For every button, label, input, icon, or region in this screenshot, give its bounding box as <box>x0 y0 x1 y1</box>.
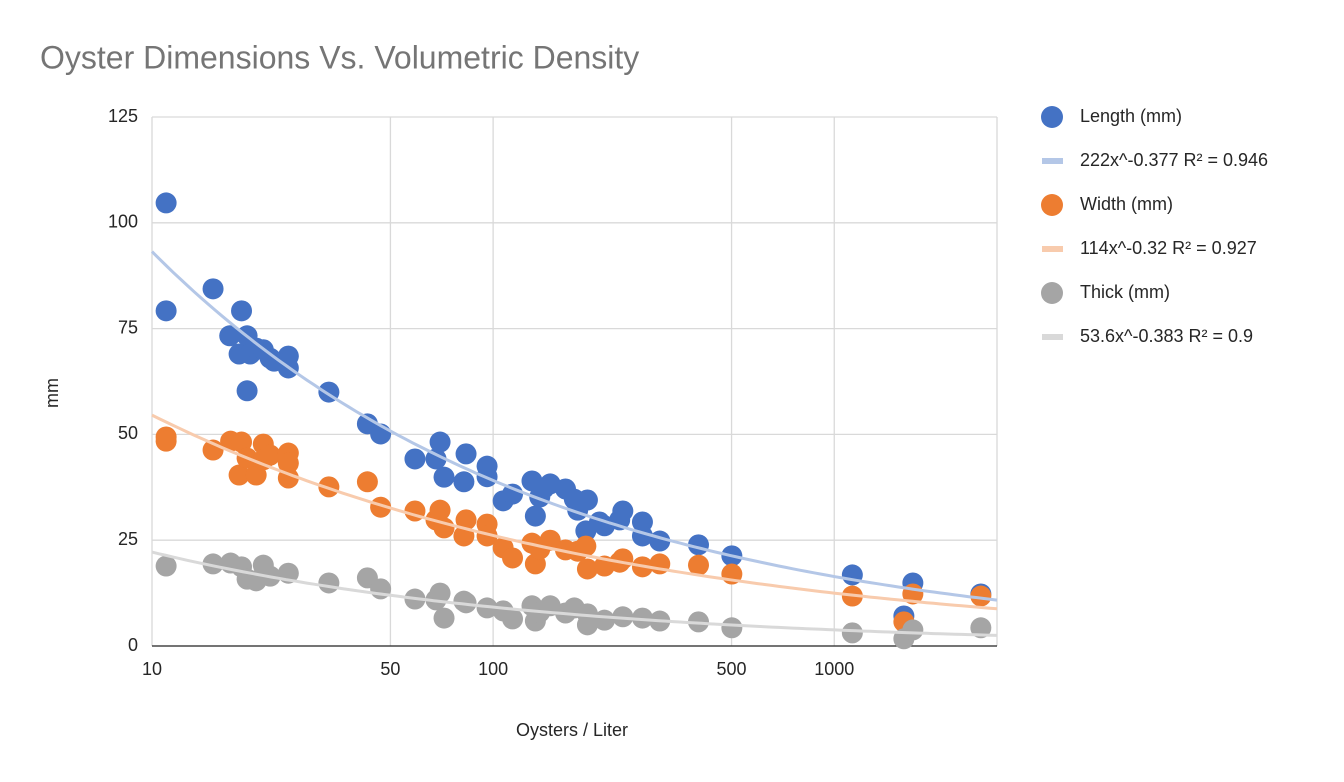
data-point <box>433 466 455 488</box>
legend-label: Width (mm) <box>1080 194 1173 214</box>
data-point <box>155 192 177 214</box>
data-point <box>970 617 992 639</box>
data-point <box>259 444 281 466</box>
data-point <box>612 548 634 570</box>
legend-marker <box>1041 282 1063 304</box>
y-tick-label: 50 <box>118 423 138 443</box>
legend-label: Thick (mm) <box>1080 282 1170 302</box>
data-point <box>593 609 615 631</box>
x-tick-label: 10 <box>142 659 162 679</box>
y-tick-label: 0 <box>128 635 138 655</box>
legend-label: Length (mm) <box>1080 106 1182 126</box>
data-point <box>356 471 378 493</box>
data-point <box>277 452 299 474</box>
data-point <box>612 500 634 522</box>
x-tick-label: 500 <box>717 659 747 679</box>
data-point <box>228 464 250 486</box>
legend-label: 222x^-0.377 R² = 0.946 <box>1080 150 1268 170</box>
data-point <box>263 350 285 372</box>
data-point <box>575 535 597 557</box>
data-point <box>155 430 177 452</box>
chart-title: Oyster Dimensions Vs. Volumetric Density <box>40 39 639 75</box>
legend-marker <box>1041 106 1063 128</box>
data-point <box>721 617 743 639</box>
data-point <box>429 582 451 604</box>
legend-label: 53.6x^-0.383 R² = 0.9 <box>1080 326 1253 346</box>
trendline <box>150 250 998 602</box>
y-tick-label: 100 <box>108 212 138 232</box>
data-point <box>231 431 253 453</box>
data-point <box>524 505 546 527</box>
data-point <box>576 614 598 636</box>
data-point <box>219 325 241 347</box>
data-point <box>236 380 258 402</box>
data-point <box>841 622 863 644</box>
x-tick-label: 100 <box>478 659 508 679</box>
data-point <box>687 554 709 576</box>
data-point <box>318 572 340 594</box>
legend-marker <box>1041 194 1063 216</box>
data-point <box>155 555 177 577</box>
data-point <box>476 525 498 547</box>
data-point <box>576 489 598 511</box>
x-tick-label: 50 <box>380 659 400 679</box>
data-point <box>455 443 477 465</box>
legend-label: 114x^-0.32 R² = 0.927 <box>1080 238 1257 258</box>
data-point <box>502 547 524 569</box>
x-axis-label: Oysters / Liter <box>516 720 628 740</box>
data-point <box>404 448 426 470</box>
data-point <box>455 509 477 531</box>
data-point <box>576 558 598 580</box>
y-tick-label: 125 <box>108 106 138 126</box>
data-point <box>231 300 253 322</box>
data-point <box>502 483 524 505</box>
data-point <box>902 619 924 641</box>
y-axis-label: mm <box>42 378 62 408</box>
data-point <box>202 278 224 300</box>
data-point <box>433 607 455 629</box>
data-point <box>202 553 224 575</box>
data-point <box>429 499 451 521</box>
y-tick-label: 75 <box>118 317 138 337</box>
x-tick-label: 1000 <box>814 659 854 679</box>
data-point <box>502 608 524 630</box>
data-point <box>453 471 475 493</box>
data-point <box>155 300 177 322</box>
y-tick-label: 25 <box>118 529 138 549</box>
data-point <box>429 431 451 453</box>
data-point <box>970 585 992 607</box>
data-point <box>425 448 447 470</box>
data-point <box>539 529 561 551</box>
trendline <box>151 413 998 611</box>
trendline <box>151 550 998 637</box>
